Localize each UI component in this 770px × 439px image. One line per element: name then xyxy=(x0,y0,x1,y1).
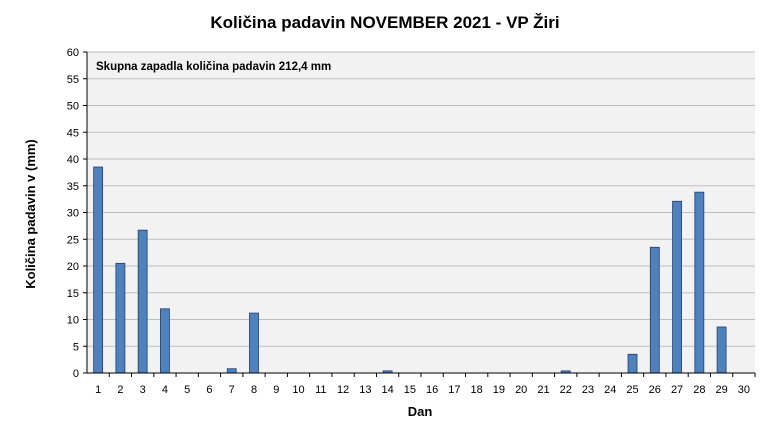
y-tick-label: 60 xyxy=(67,47,79,59)
x-tick-label: 7 xyxy=(229,384,235,396)
bar-day-3 xyxy=(137,229,148,374)
x-tick-label: 6 xyxy=(206,384,212,396)
y-tick-label: 10 xyxy=(67,315,79,327)
x-tick-label: 25 xyxy=(626,384,638,396)
x-tick-label: 23 xyxy=(582,384,594,396)
x-tick-label: 20 xyxy=(515,384,527,396)
chart-title: Količina padavin NOVEMBER 2021 - VP Žiri xyxy=(210,13,559,32)
x-tick-label: 17 xyxy=(448,384,460,396)
y-tick-label: 20 xyxy=(67,261,79,273)
y-tick-label: 25 xyxy=(67,234,79,246)
y-tick-label: 35 xyxy=(67,181,79,193)
bar-day-8 xyxy=(249,312,259,374)
y-tick-label: 15 xyxy=(67,288,79,300)
y-tick-label: 50 xyxy=(67,101,79,113)
bar-day-28 xyxy=(694,191,705,374)
x-tick-label: 8 xyxy=(251,384,257,396)
bar-day-26 xyxy=(649,246,660,374)
x-tick-label: 19 xyxy=(493,384,505,396)
x-tick-label: 28 xyxy=(693,384,705,396)
x-tick-label: 1 xyxy=(95,384,101,396)
bars xyxy=(93,166,727,374)
x-tick-label: 11 xyxy=(315,384,326,396)
y-tick-label: 55 xyxy=(67,74,79,86)
bar-day-25 xyxy=(627,353,638,374)
x-tick-label: 29 xyxy=(715,384,727,396)
y-tick-label: 30 xyxy=(67,208,79,220)
x-tick-label: 18 xyxy=(471,384,483,396)
bar-day-2 xyxy=(115,262,126,374)
y-axis-title: Količina padavin v (mm) xyxy=(23,139,38,289)
x-tick-label: 21 xyxy=(537,384,549,396)
x-tick-label: 4 xyxy=(162,384,168,396)
x-tick-label: 24 xyxy=(604,384,616,396)
x-tick-label: 14 xyxy=(381,384,393,396)
x-tick-label: 12 xyxy=(337,384,349,396)
bar-day-27 xyxy=(672,200,682,374)
bar-day-29 xyxy=(716,326,727,374)
x-tick-label: 22 xyxy=(560,384,572,396)
bar-day-4 xyxy=(160,308,170,374)
x-axis-title: Dan xyxy=(408,404,433,419)
y-tick-label: 45 xyxy=(67,127,79,139)
x-tick-label: 30 xyxy=(738,384,750,396)
x-tick-label: 3 xyxy=(140,384,146,396)
x-axis-ticks: 1 2 3 4 5 6 7 8 9 10 11 12 13 14 15 16 17 18 19 20 21 22 23 24 2… xyxy=(95,373,756,396)
x-tick-label: 13 xyxy=(359,384,371,396)
y-axis-ticks: 0 5 10 15 20 25 30 35 40 45 50 55 60 xyxy=(67,47,87,380)
bar-day-7 xyxy=(226,368,237,374)
x-tick-label: 2 xyxy=(117,384,123,396)
y-tick-label: 0 xyxy=(73,368,79,380)
gridlines xyxy=(87,51,755,347)
x-tick-label: 16 xyxy=(426,384,438,396)
y-tick-label: 40 xyxy=(67,154,79,166)
x-tick-label: 27 xyxy=(671,384,683,396)
x-tick-label: 10 xyxy=(292,384,304,396)
x-tick-label: 26 xyxy=(649,384,661,396)
x-tick-label: 9 xyxy=(273,384,279,396)
x-tick-label: 5 xyxy=(184,384,190,396)
x-tick-label: 15 xyxy=(404,384,416,396)
y-tick-label: 5 xyxy=(73,341,79,353)
bar-day-1 xyxy=(93,166,104,374)
total-annotation: Skupna zapadla količina padavin 212,4 mm xyxy=(96,61,331,73)
